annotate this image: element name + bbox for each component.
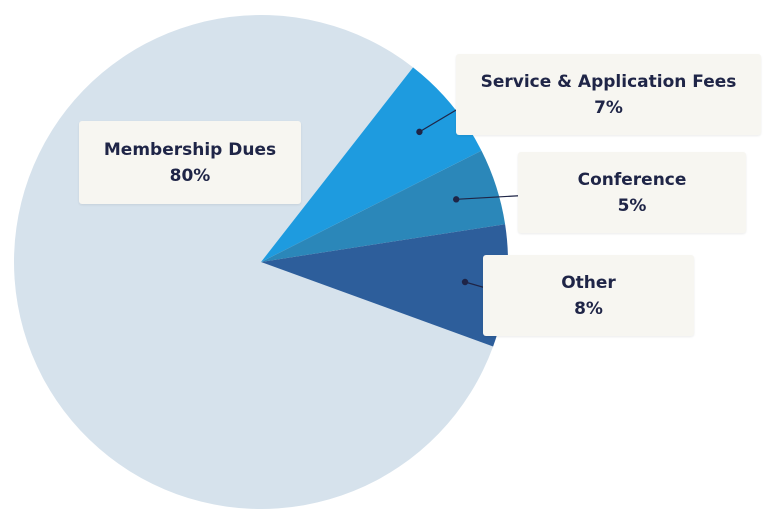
leader-dot-service-application-fees [416,128,423,136]
slice-value-service-application-fees: 7% [594,97,623,118]
leader-dot-conference [452,196,460,203]
slice-value-membership-dues: 80% [169,165,211,186]
leader-dot-other [461,278,469,286]
slice-label-membership-dues: Membership Dues [103,139,277,160]
label-box-other: Other 8% [483,255,694,336]
slice-value-conference: 5% [617,195,647,216]
slice-label-other: Other [561,272,616,293]
pie-slice-other [261,224,508,347]
slice-label-conference: Conference [577,169,687,190]
label-box-conference: Conference 5% [518,152,746,233]
pie-slice-conference [261,150,506,262]
slice-label-service-application-fees: Service & Application Fees [480,71,737,92]
pie-slice-service-application-fees [261,67,482,262]
label-box-membership-dues: Membership Dues 80% [79,121,301,204]
pie-slices [13,14,508,510]
label-box-service-application-fees: Service & Application Fees 7% [456,54,761,135]
slice-value-other: 8% [574,298,603,319]
